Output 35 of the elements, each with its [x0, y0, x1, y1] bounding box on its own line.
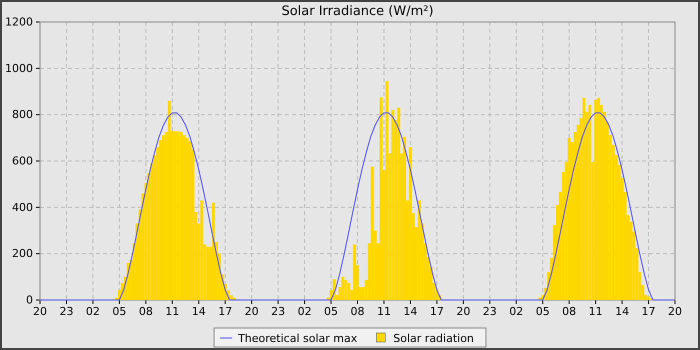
x-tick-label: 11	[588, 304, 603, 318]
x-tick-label: 14	[615, 304, 630, 318]
x-tick-label: 02	[509, 304, 524, 318]
x-tick-label: 05	[324, 304, 338, 318]
x-tick-label: 02	[298, 304, 312, 318]
x-tick-label: 23	[59, 304, 74, 318]
y-tick-label: 600	[12, 154, 33, 168]
x-tick-label: 05	[112, 304, 126, 318]
x-tick-label: 08	[350, 304, 364, 318]
x-tick-label: 14	[192, 304, 206, 318]
x-tick-label: 17	[218, 304, 232, 318]
y-tick-label: 400	[12, 200, 33, 214]
x-tick-label: 08	[562, 304, 576, 318]
x-tick-label: 20	[668, 304, 682, 318]
x-tick-label: 08	[138, 304, 153, 318]
y-tick-label: 200	[12, 247, 33, 260]
x-tick-label: 20	[456, 304, 470, 318]
y-tick-label: 1200	[5, 16, 33, 29]
x-tick-label: 11	[165, 304, 180, 318]
y-tick-label: 800	[12, 108, 33, 122]
y-tick-label: 1000	[5, 62, 33, 75]
y-tick-label: 0	[26, 294, 33, 307]
chart-title: Solar Irradiance (W/m²)	[281, 4, 434, 19]
x-tick-label: 23	[271, 304, 286, 318]
legend-label: Solar radiation	[393, 332, 474, 345]
x-tick-label: 14	[403, 304, 418, 318]
legend-label: Theoretical solar max	[237, 332, 358, 345]
x-tick-label: 05	[536, 304, 550, 318]
x-tick-label: 17	[642, 304, 656, 318]
x-tick-label: 20	[33, 304, 47, 318]
x-tick-label: 02	[86, 304, 100, 318]
x-tick-label: 20	[244, 304, 259, 318]
x-tick-label: 23	[482, 304, 497, 318]
x-tick-label: 17	[430, 304, 444, 318]
x-tick-label: 11	[376, 304, 391, 318]
